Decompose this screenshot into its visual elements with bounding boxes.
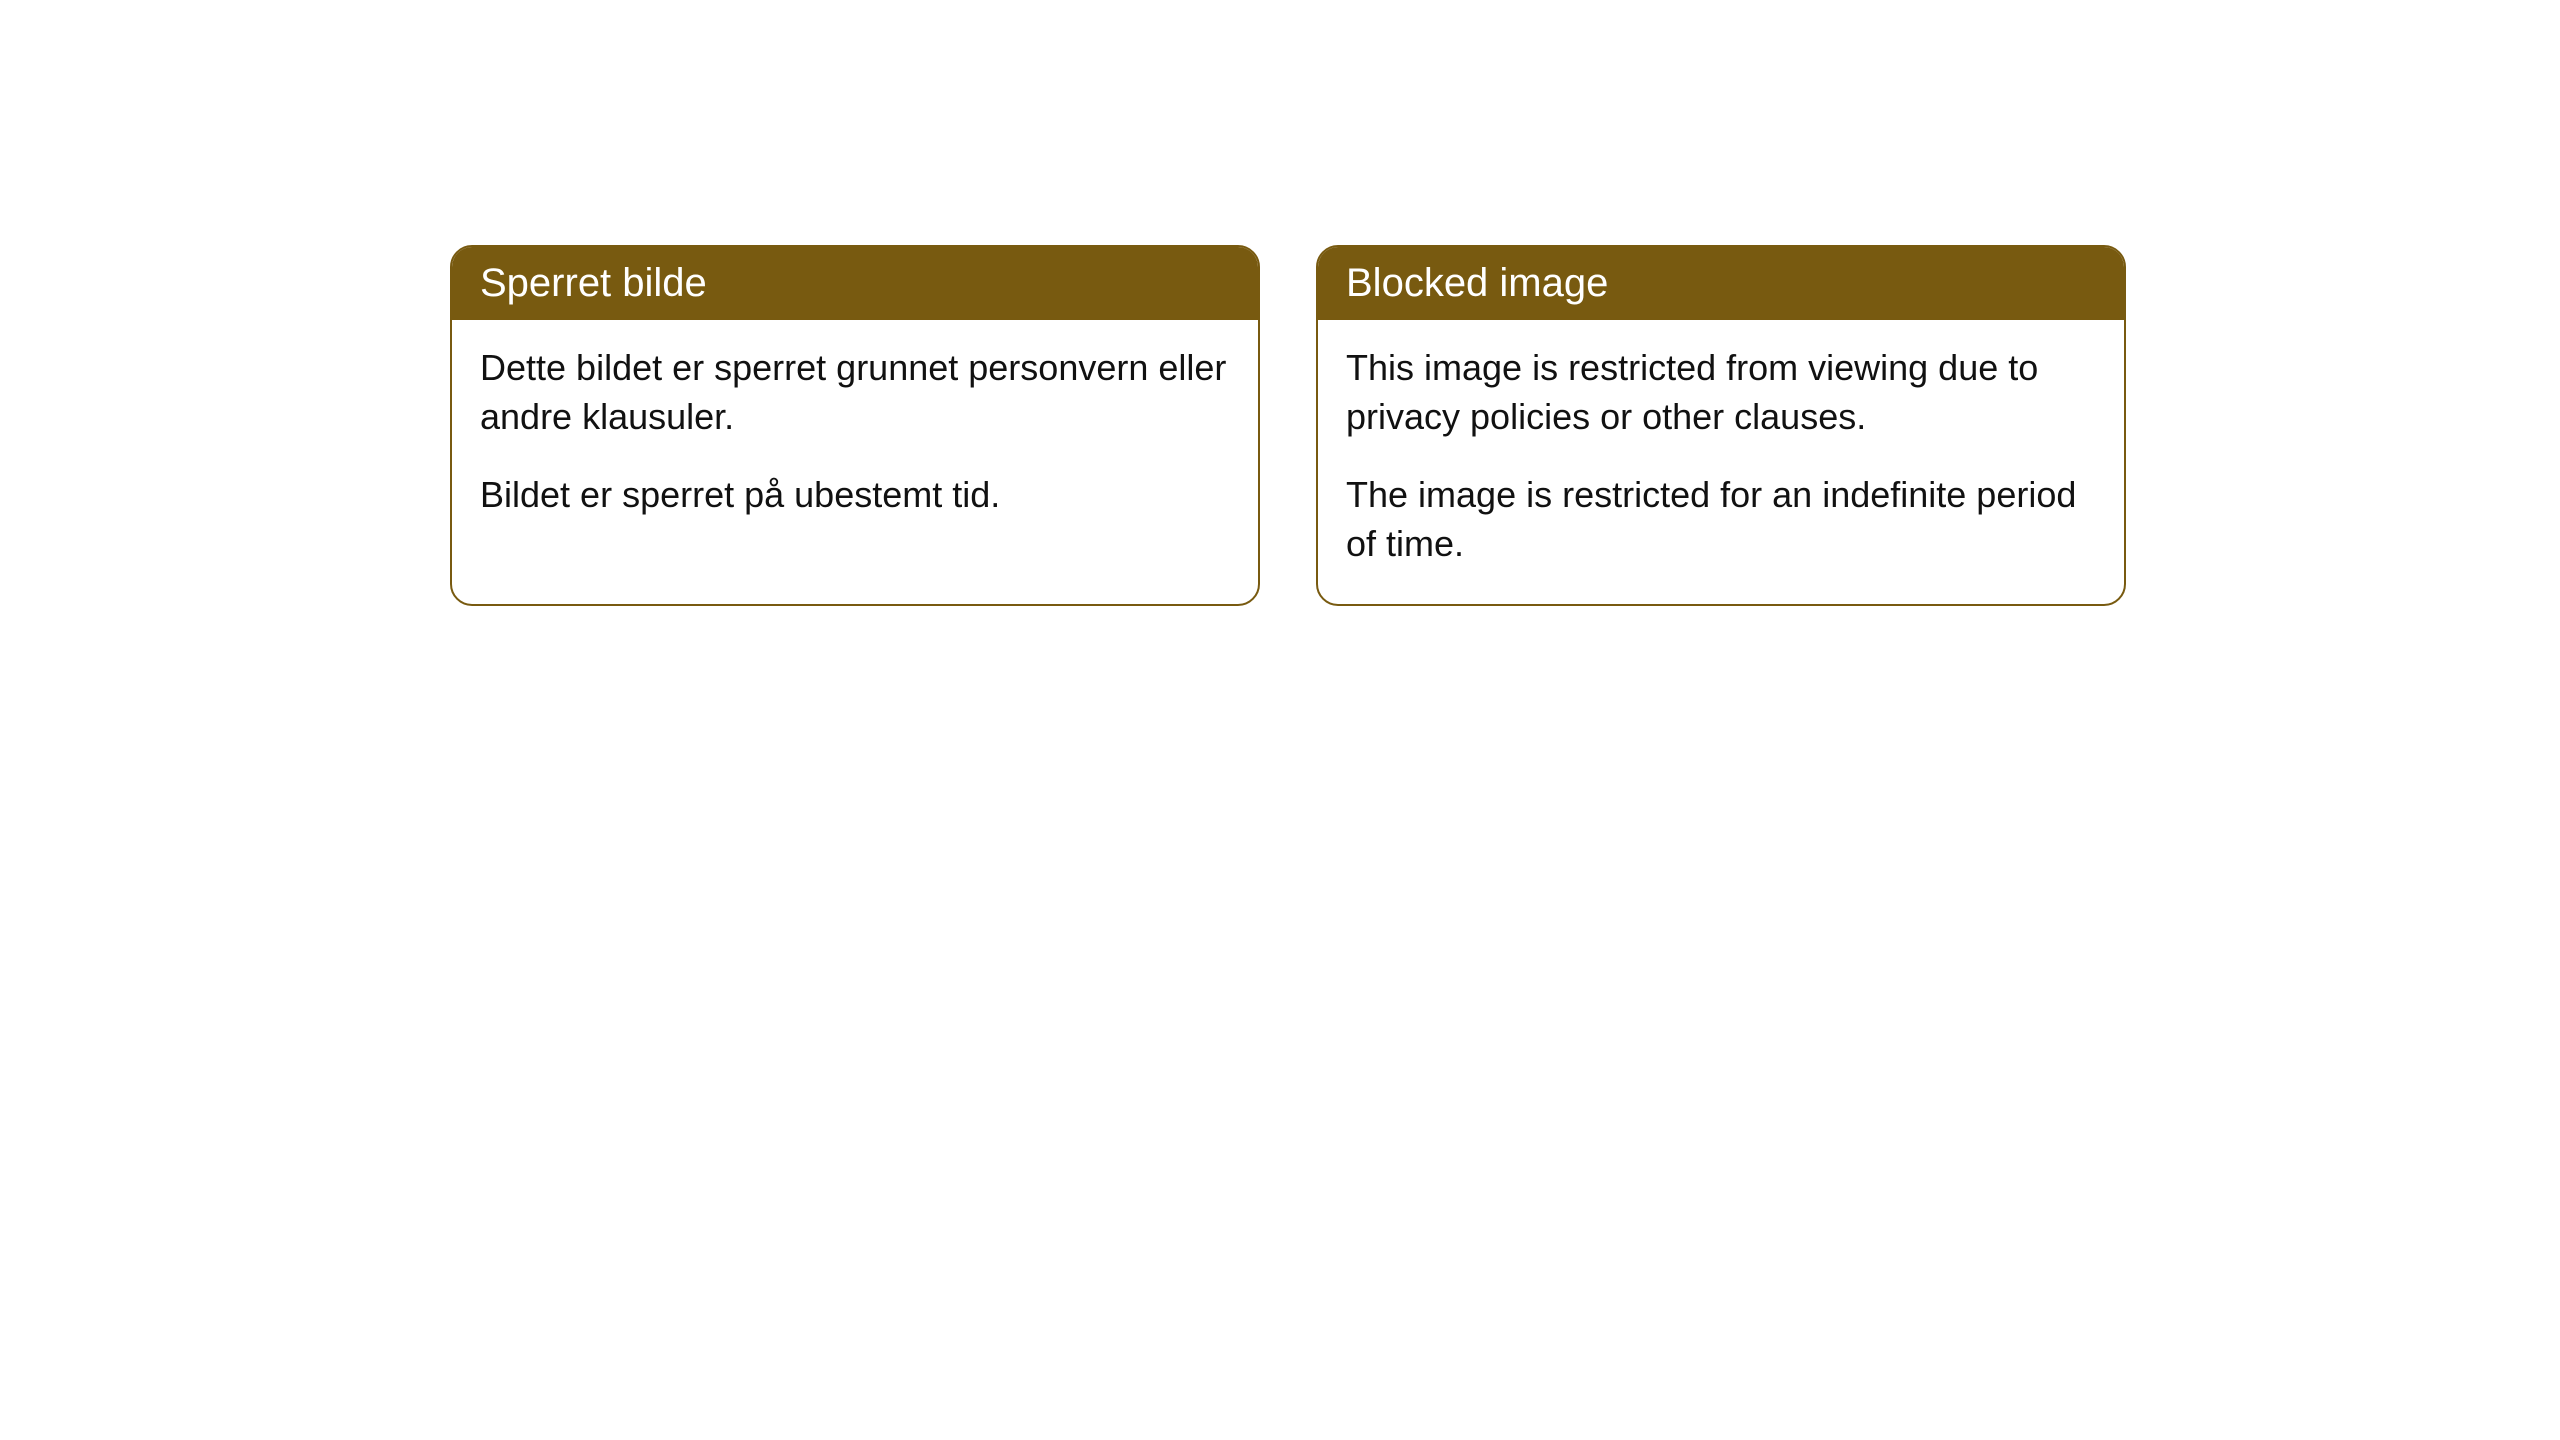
card-text-english-2: The image is restricted for an indefinit… [1346,471,2096,568]
card-text-norwegian-2: Bildet er sperret på ubestemt tid. [480,471,1230,520]
card-text-english-1: This image is restricted from viewing du… [1346,344,2096,441]
cards-container: Sperret bilde Dette bildet er sperret gr… [450,245,2560,606]
card-norwegian: Sperret bilde Dette bildet er sperret gr… [450,245,1260,606]
card-body-english: This image is restricted from viewing du… [1318,320,2124,604]
card-text-norwegian-1: Dette bildet er sperret grunnet personve… [480,344,1230,441]
card-header-norwegian: Sperret bilde [452,247,1258,320]
card-english: Blocked image This image is restricted f… [1316,245,2126,606]
card-header-english: Blocked image [1318,247,2124,320]
card-body-norwegian: Dette bildet er sperret grunnet personve… [452,320,1258,556]
